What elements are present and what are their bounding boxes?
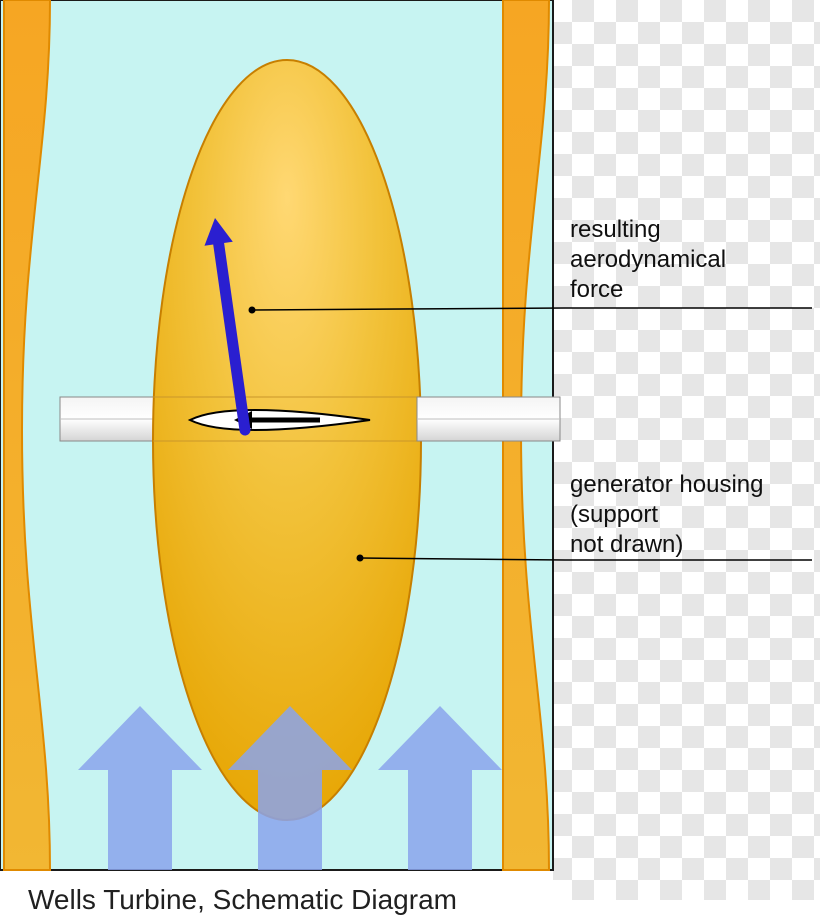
generator-housing [153, 60, 421, 820]
label-force-line3: force [570, 276, 623, 303]
label-housing-line3: not drawn) [570, 531, 683, 558]
label-housing-line2: (support [570, 501, 658, 528]
diagram-svg [0, 0, 820, 924]
diagram-stage: resulting aerodynamical force generator … [0, 0, 820, 924]
label-housing: generator housing (support not drawn) [570, 470, 820, 560]
label-force-line2: aerodynamical [570, 246, 726, 273]
label-force: resulting aerodynamical force [570, 215, 810, 305]
label-housing-line1: generator housing [570, 471, 763, 498]
caption: Wells Turbine, Schematic Diagram [28, 884, 457, 916]
transparency-grid [553, 0, 820, 900]
label-force-line1: resulting [570, 216, 661, 243]
